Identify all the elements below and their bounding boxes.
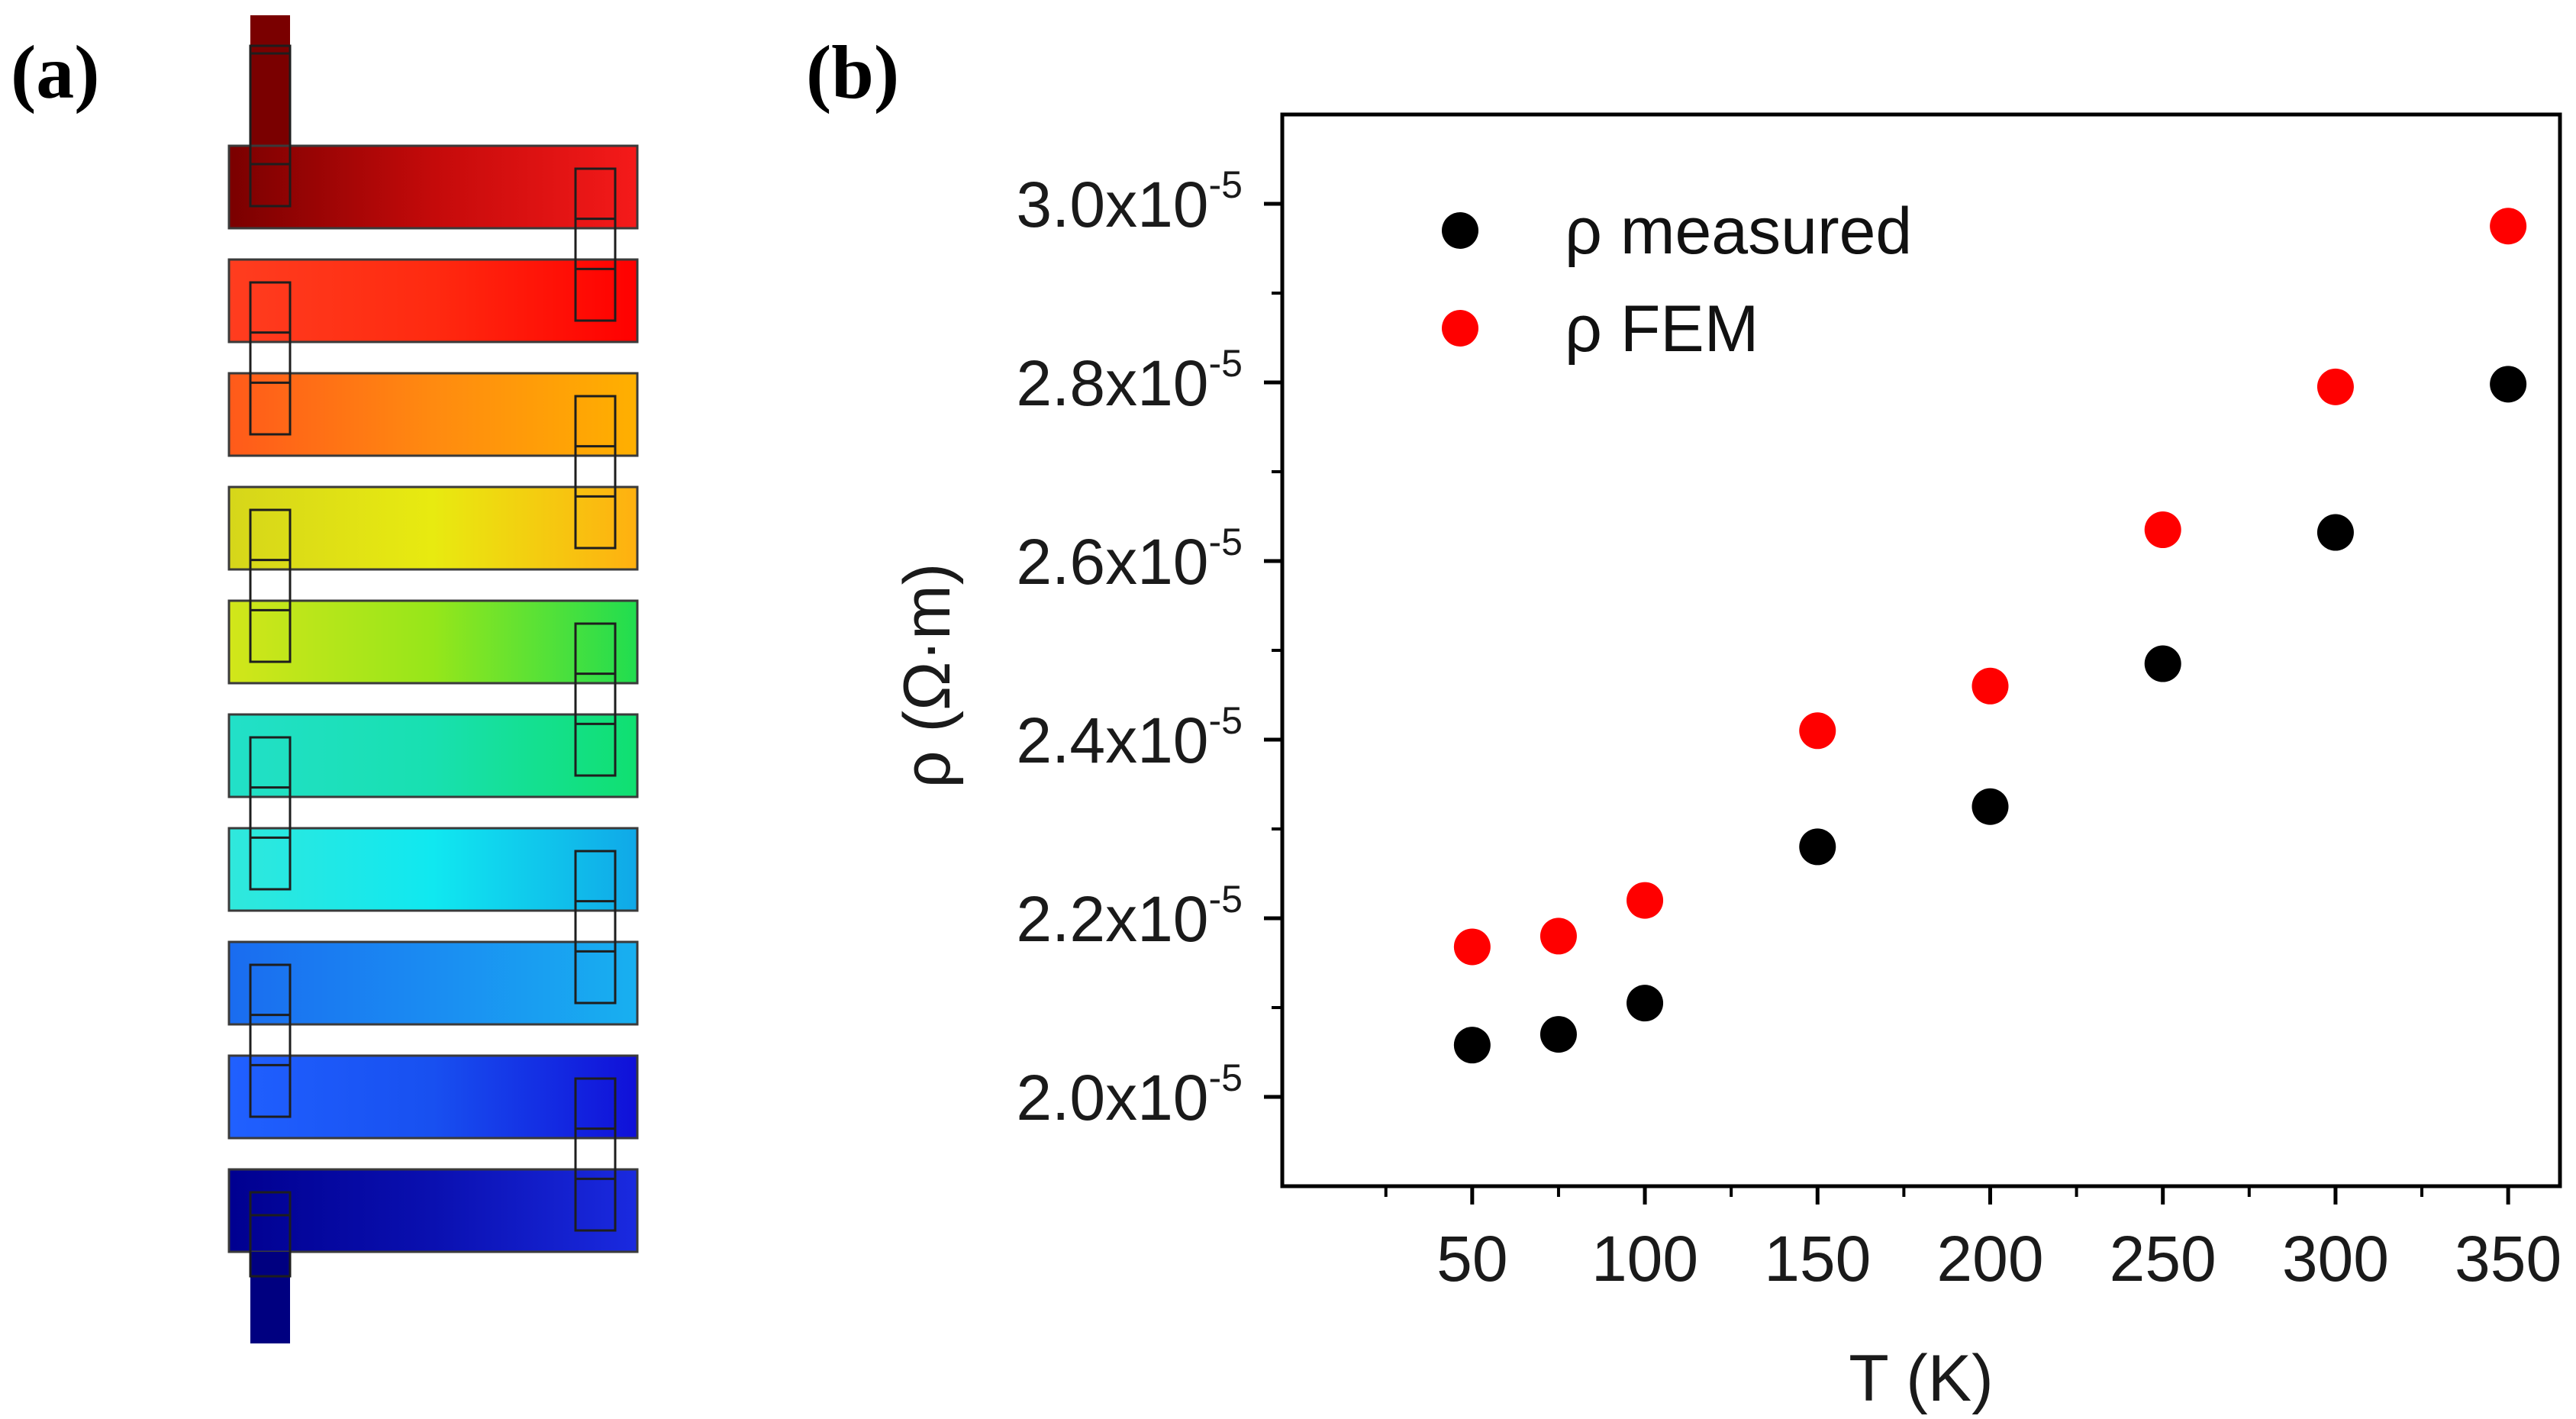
x-axis-title: T (K)	[1849, 1342, 1994, 1415]
connector-pad	[574, 395, 617, 550]
y-tick-label: 2.0x10-5	[1016, 1056, 1243, 1134]
connector-pad	[574, 167, 617, 322]
resistor-segment	[227, 485, 639, 571]
measured-point	[2316, 514, 2354, 551]
resistor-segment	[227, 1054, 639, 1140]
connector-pad	[249, 508, 292, 663]
y-tick-label: 2.6x10-5	[1016, 521, 1243, 598]
measured-point	[1799, 828, 1836, 866]
x-tick-label: 300	[2282, 1223, 2389, 1295]
fem-point	[1453, 928, 1491, 966]
panel-a-label: (a)	[11, 30, 100, 114]
y-tick-label: 2.2x10-5	[1016, 878, 1243, 955]
legend-label: ρ FEM	[1565, 292, 1759, 366]
resistor-segment	[227, 940, 639, 1026]
bottom-lead	[250, 1252, 290, 1343]
connector-pad	[249, 1191, 292, 1278]
meander-resistor-heatmap	[227, 15, 639, 1343]
fem-point	[2144, 511, 2181, 549]
data-points	[1453, 208, 2527, 1064]
plot-frame	[1280, 112, 2562, 1188]
x-tick-label: 150	[1764, 1223, 1871, 1295]
resistor-segment	[227, 144, 639, 230]
fem-point	[1627, 882, 1664, 919]
panel-b-label: (b)	[806, 30, 899, 114]
x-tick-label: 50	[1436, 1223, 1507, 1295]
x-axis: 50 100 150 200 250 300 350	[1384, 1186, 2561, 1295]
legend: ρ measured ρ FEM	[1442, 195, 1912, 366]
resistor-segment	[227, 372, 639, 457]
connector-pad	[249, 963, 292, 1118]
resistor-segment	[227, 1168, 639, 1253]
connector-pad	[249, 281, 292, 436]
measured-point	[1539, 1016, 1577, 1053]
y-tick-label: 2.4x10-5	[1016, 699, 1243, 776]
measured-point	[1627, 985, 1664, 1022]
fem-point	[1971, 667, 2009, 705]
connector-pad	[249, 736, 292, 891]
legend-marker	[1442, 310, 1478, 347]
x-tick-label: 100	[1591, 1223, 1698, 1295]
fem-point	[1799, 712, 1836, 750]
connector-pad	[249, 44, 292, 208]
panel-a: (a)	[11, 15, 639, 1343]
y-tick-label: 2.8x10-5	[1016, 342, 1243, 419]
fem-point	[2316, 368, 2354, 405]
fem-point	[1539, 918, 1577, 955]
measured-point	[2144, 645, 2181, 682]
measured-point	[2490, 366, 2527, 403]
resistor-segment	[227, 827, 639, 912]
resistor-segment	[227, 258, 639, 343]
measured-point	[1453, 1027, 1491, 1064]
y-axis-title: ρ (Ω·m)	[891, 563, 964, 789]
legend-label: ρ measured	[1565, 195, 1912, 268]
top-lead	[250, 15, 290, 149]
connector-pad	[574, 850, 617, 1005]
legend-marker	[1442, 212, 1478, 249]
x-tick-label: 200	[1936, 1223, 2043, 1295]
y-tick-label: 3.0x10-5	[1016, 163, 1243, 240]
resistor-segment	[227, 599, 639, 685]
panel-b: (b) 50 100 150 200 250 300 350 2.0x10-5 2.2x10-…	[806, 30, 2562, 1415]
fem-point	[2490, 208, 2527, 245]
connector-pad	[574, 1077, 617, 1232]
connector-pad	[574, 622, 617, 777]
x-tick-label: 350	[2455, 1223, 2561, 1295]
measured-point	[1971, 788, 2009, 825]
resistor-segment	[227, 713, 639, 798]
y-axis: 2.0x10-5 2.2x10-5 2.4x10-5 2.6x10-5 2.8x10-5…	[1016, 163, 1282, 1134]
x-tick-label: 250	[2110, 1223, 2217, 1295]
